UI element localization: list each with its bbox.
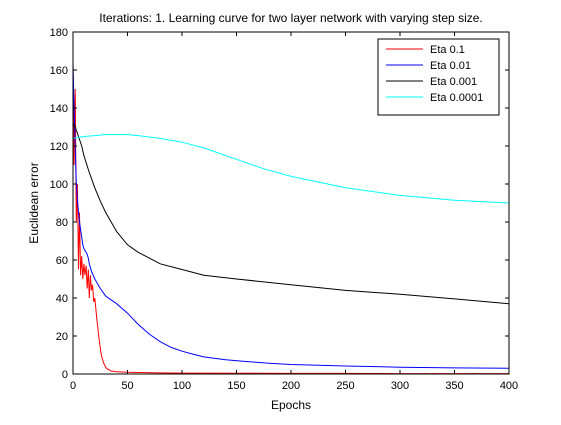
series-line-0	[72, 64, 509, 375]
x-tick-label: 400	[500, 380, 518, 392]
axes-box	[72, 31, 510, 375]
x-tick-label: 100	[173, 380, 191, 392]
x-axis-label: Epochs	[271, 398, 311, 412]
y-tick-label: 100	[50, 179, 68, 191]
series-line-3	[72, 134, 510, 204]
y-tick-label: 140	[50, 103, 68, 115]
chart-title: Iterations: 1. Learning curve for two la…	[99, 11, 483, 25]
y-tick-label: 20	[56, 331, 68, 343]
x-tick-label: 350	[445, 380, 463, 392]
legend-label-0: Eta 0.1	[430, 44, 465, 56]
ticks-layer: 0 50 100 150 200 250 300 350 400 0 20 40 60 80 100 120 1…	[50, 27, 519, 392]
legend-label-1: Eta 0.01	[430, 60, 471, 72]
series-layer	[72, 64, 510, 375]
y-tick-label: 180	[50, 27, 68, 39]
y-tick-label: 60	[56, 255, 68, 267]
x-tick-label: 250	[336, 380, 354, 392]
x-tick-label: 300	[391, 380, 409, 392]
legend: Eta 0.1 Eta 0.01 Eta 0.001 Eta 0.0001	[377, 38, 500, 116]
legend-box	[377, 38, 500, 116]
y-tick-label: 0	[62, 369, 68, 381]
series-line-1	[72, 64, 510, 369]
y-tick-label: 120	[50, 141, 68, 153]
y-tick-label: 80	[56, 217, 68, 229]
x-tick-label: 0	[70, 380, 76, 392]
legend-label-3: Eta 0.0001	[430, 92, 483, 104]
y-tick-label: 160	[50, 65, 68, 77]
series-line-2	[72, 122, 510, 305]
x-tick-label: 50	[121, 380, 133, 392]
legend-label-2: Eta 0.001	[430, 76, 477, 88]
y-axis-label: Euclidean error	[27, 162, 41, 243]
x-tick-label: 200	[282, 380, 300, 392]
y-tick-label: 40	[56, 293, 68, 305]
x-tick-label: 150	[227, 380, 245, 392]
